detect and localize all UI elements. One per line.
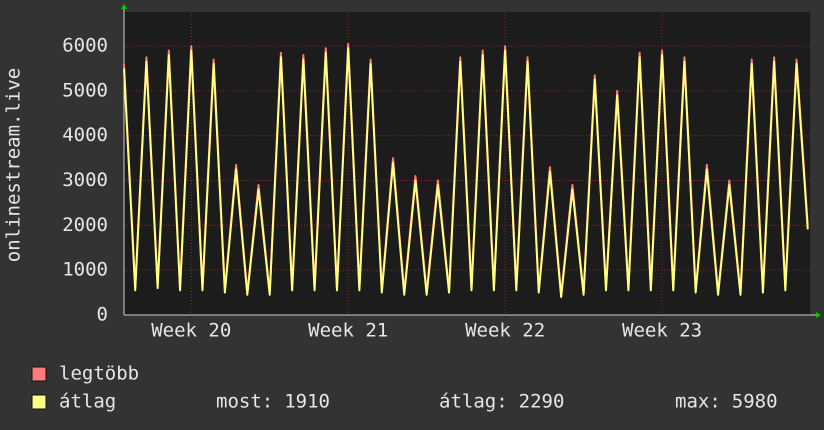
y-tick-label: 4000 [62, 124, 108, 146]
x-tick-label: Week 21 [308, 320, 388, 342]
y-tick-label: 0 [97, 304, 108, 326]
x-tick-label: Week 20 [151, 320, 231, 342]
legend-label: átlag [59, 391, 116, 413]
legend-swatch [31, 366, 47, 382]
y-tick-label: 5000 [62, 79, 108, 101]
plot-area [124, 12, 810, 315]
axis-arrow [121, 4, 127, 9]
stat-label: átlag: [439, 391, 508, 413]
y-tick-label: 6000 [62, 35, 108, 57]
stat-value: 5980 [732, 391, 778, 413]
legend-swatch [31, 394, 47, 410]
y-tick-label: 2000 [62, 214, 108, 236]
y-tick-label: 1000 [62, 259, 108, 281]
y-axis-label: onlinestream.live [3, 68, 25, 262]
legend-label: legtöbb [59, 363, 139, 385]
series-line [123, 47, 809, 299]
x-tick-label: Week 23 [622, 320, 702, 342]
axis-arrow [816, 312, 821, 318]
stat-value: 2290 [519, 391, 565, 413]
y-tick-label: 3000 [62, 169, 108, 191]
x-tick-label: Week 22 [465, 320, 545, 342]
stat-label: max: [675, 391, 721, 413]
stat-value: 1910 [284, 391, 330, 413]
stat-label: most: [216, 391, 273, 413]
